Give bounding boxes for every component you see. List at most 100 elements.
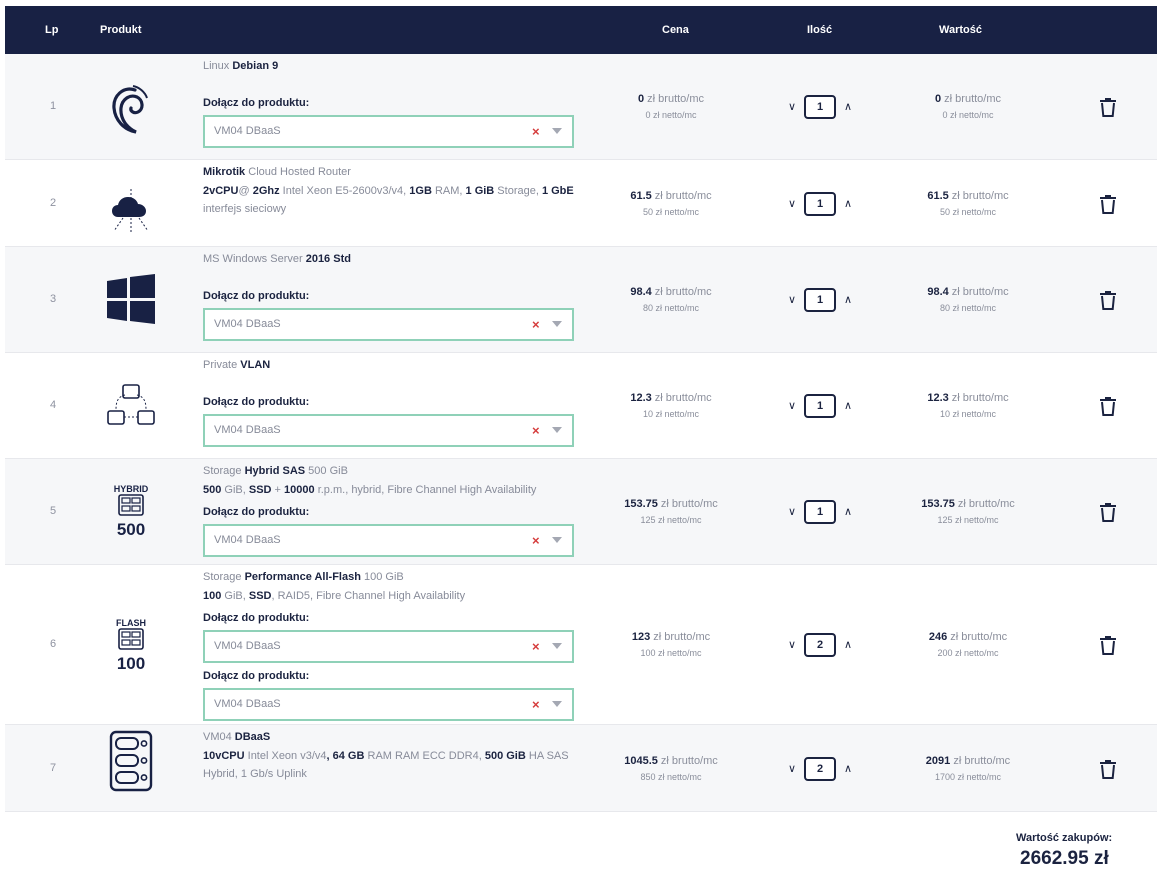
vlan-icon: [101, 377, 161, 433]
storage-array-icon: [117, 628, 145, 655]
join-product-label: Dołącz do produktu:: [203, 670, 310, 682]
join-product-label: Dołącz do produktu:: [203, 290, 310, 302]
increase-quantity-button[interactable]: ∧: [843, 763, 853, 775]
quantity-input[interactable]: 1: [804, 500, 836, 524]
line-value: 2091 zł brutto/mc 1700 zł netto/mc: [898, 753, 1038, 785]
line-value-brutto: 12.3: [927, 392, 949, 404]
brutto-suffix: zł brutto/mc: [947, 631, 1008, 643]
brutto-suffix: zł brutto/mc: [657, 498, 718, 510]
trash-icon[interactable]: [1099, 289, 1119, 313]
product-description: Private VLAN Dołącz do produktu: VM04 DBaa…: [203, 355, 579, 447]
clear-icon[interactable]: ×: [532, 423, 540, 438]
chevron-down-icon[interactable]: [552, 427, 562, 433]
quantity-stepper[interactable]: ∨ 1 ∧: [784, 95, 858, 119]
quantity-stepper[interactable]: ∨ 2 ∧: [784, 757, 858, 781]
table-row: 7 VM04 DBaaS 10vCPU Intel Xeon v3/v4, 64 G…: [5, 725, 1157, 812]
unit-price: 123 zł brutto/mc 100 zł netto/mc: [601, 629, 741, 661]
line-value-netto: 50 zł netto/mc: [939, 207, 997, 217]
line-value: 246 zł brutto/mc 200 zł netto/mc: [898, 629, 1038, 661]
quantity-input[interactable]: 1: [804, 95, 836, 119]
increase-quantity-button[interactable]: ∧: [843, 294, 853, 306]
decrease-quantity-button[interactable]: ∨: [787, 639, 797, 651]
quantity-stepper[interactable]: ∨ 1 ∧: [784, 394, 858, 418]
trash-icon[interactable]: [1099, 193, 1119, 217]
product-spec: 100 GiB, SSD, RAID5, Fibre Channel High …: [203, 590, 466, 602]
clear-icon[interactable]: ×: [532, 697, 540, 712]
join-product-select[interactable]: VM04 DBaaS ×: [203, 115, 574, 148]
line-value-brutto: 2091: [925, 755, 951, 767]
table-row: 4 Private VLAN Dołącz do produktu: VM04 DBa…: [5, 353, 1157, 459]
join-product-select[interactable]: VM04 DBaaS ×: [203, 630, 574, 663]
increase-quantity-button[interactable]: ∧: [843, 639, 853, 651]
quantity-input[interactable]: 2: [804, 757, 836, 781]
quantity-stepper[interactable]: ∨ 1 ∧: [784, 288, 858, 312]
product-description: MS Windows Server 2016 Std Dołącz do prod…: [203, 249, 579, 341]
table-row: 2 Mikrotik Cloud Hosted Router 2vCPU@ 2Ghz…: [5, 160, 1157, 247]
line-value: 61.5 zł brutto/mc 50 zł netto/mc: [898, 188, 1038, 220]
join-product-select[interactable]: VM04 DBaaS ×: [203, 308, 574, 341]
join-product-label: Dołącz do produktu:: [203, 612, 310, 624]
trash-icon[interactable]: [1099, 501, 1119, 525]
table-row: 5 HYBRID 500 Storage Hybrid SAS 500 GiB 500 …: [5, 459, 1157, 565]
trash-icon[interactable]: [1099, 96, 1119, 120]
line-value: 0 zł brutto/mc 0 zł netto/mc: [898, 91, 1038, 123]
chevron-down-icon[interactable]: [552, 701, 562, 707]
product-description: VM04 DBaaS 10vCPU Intel Xeon v3/v4, 64 GB…: [203, 727, 579, 783]
clear-icon[interactable]: ×: [532, 317, 540, 332]
decrease-quantity-button[interactable]: ∨: [787, 294, 797, 306]
select-value: VM04 DBaaS: [214, 424, 281, 436]
clear-icon[interactable]: ×: [532, 124, 540, 139]
unit-price-brutto: 153.75: [624, 498, 658, 510]
quantity-stepper[interactable]: ∨ 1 ∧: [784, 500, 858, 524]
increase-quantity-button[interactable]: ∧: [843, 400, 853, 412]
product-spec: 10vCPU Intel Xeon v3/v4, 64 GB RAM RAM E…: [203, 750, 569, 780]
select-value: VM04 DBaaS: [214, 125, 281, 137]
decrease-quantity-button[interactable]: ∨: [787, 506, 797, 518]
clear-icon[interactable]: ×: [532, 533, 540, 548]
trash-icon[interactable]: [1099, 395, 1119, 419]
quantity-input[interactable]: 1: [804, 288, 836, 312]
unit-price: 153.75 zł brutto/mc 125 zł netto/mc: [601, 496, 741, 528]
chevron-down-icon[interactable]: [552, 643, 562, 649]
trash-icon[interactable]: [1099, 634, 1119, 658]
decrease-quantity-button[interactable]: ∨: [787, 101, 797, 113]
line-value-netto: 200 zł netto/mc: [937, 648, 999, 658]
product-spec: 2vCPU@ 2Ghz Intel Xeon E5-2600v3/v4, 1GB…: [203, 185, 574, 215]
chevron-down-icon[interactable]: [552, 321, 562, 327]
storage-icon-label: HYBRID: [113, 484, 149, 494]
quantity-stepper[interactable]: ∨ 1 ∧: [784, 192, 858, 216]
product-title: MS Windows Server 2016 Std: [203, 253, 351, 265]
product-description: Mikrotik Cloud Hosted Router 2vCPU@ 2Ghz …: [203, 162, 579, 218]
join-product-select[interactable]: VM04 DBaaS ×: [203, 524, 574, 557]
chevron-down-icon[interactable]: [552, 128, 562, 134]
decrease-quantity-button[interactable]: ∨: [787, 763, 797, 775]
join-product-select[interactable]: VM04 DBaaS ×: [203, 688, 574, 721]
product-title: Linux Debian 9: [203, 60, 279, 72]
unit-price-netto: 850 zł netto/mc: [640, 772, 702, 782]
row-number: 5: [49, 505, 57, 517]
trash-icon[interactable]: [1099, 758, 1119, 782]
increase-quantity-button[interactable]: ∧: [843, 506, 853, 518]
increase-quantity-button[interactable]: ∧: [843, 198, 853, 210]
increase-quantity-button[interactable]: ∧: [843, 101, 853, 113]
quantity-stepper[interactable]: ∨ 2 ∧: [784, 633, 858, 657]
clear-icon[interactable]: ×: [532, 639, 540, 654]
quantity-input[interactable]: 2: [804, 633, 836, 657]
unit-price-netto: 50 zł netto/mc: [642, 207, 700, 217]
line-value-netto: 80 zł netto/mc: [939, 303, 997, 313]
brutto-suffix: zł brutto/mc: [651, 392, 712, 404]
quantity-input[interactable]: 1: [804, 394, 836, 418]
decrease-quantity-button[interactable]: ∨: [787, 400, 797, 412]
join-product-select[interactable]: VM04 DBaaS ×: [203, 414, 574, 447]
brutto-suffix: zł brutto/mc: [651, 190, 712, 202]
quantity-input[interactable]: 1: [804, 192, 836, 216]
brutto-suffix: zł brutto/mc: [657, 755, 718, 767]
brutto-suffix: zł brutto/mc: [948, 392, 1009, 404]
unit-price: 0 zł brutto/mc 0 zł netto/mc: [601, 91, 741, 123]
chevron-down-icon[interactable]: [552, 537, 562, 543]
storage-array-icon: [117, 494, 145, 521]
line-value-netto: 10 zł netto/mc: [939, 409, 997, 419]
decrease-quantity-button[interactable]: ∨: [787, 198, 797, 210]
product-title: Mikrotik Cloud Hosted Router: [203, 166, 351, 178]
